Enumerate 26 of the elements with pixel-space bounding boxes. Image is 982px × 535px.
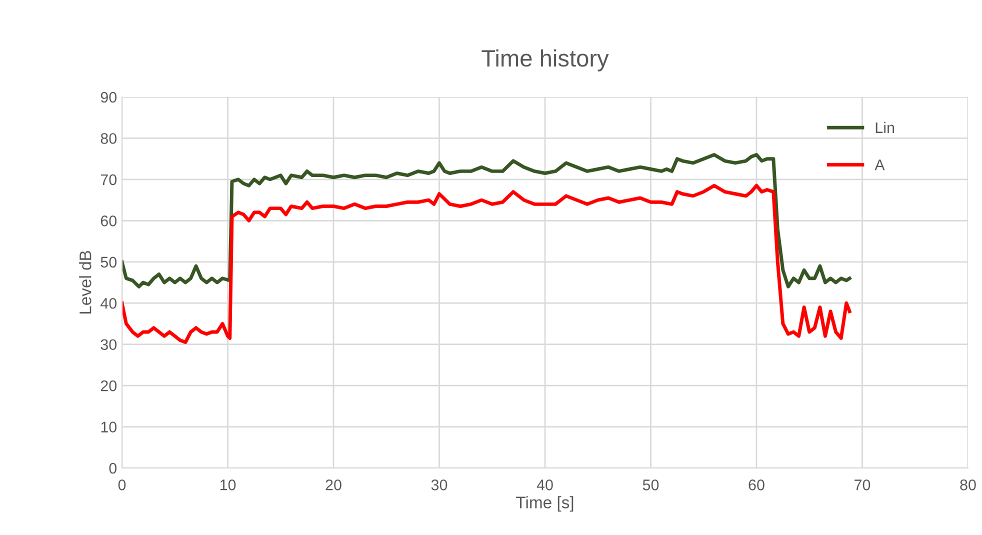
y-tick-label: 10: [101, 422, 117, 432]
line-series: [122, 152, 852, 288]
chart-title: Time history: [482, 49, 609, 72]
x-axis-title: Time [s]: [516, 496, 574, 512]
legend-label: Lin: [876, 122, 894, 133]
y-tick-label: 30: [100, 339, 117, 350]
y-axis-title: Level dB: [79, 250, 92, 314]
x-tick-label: 0: [118, 480, 126, 490]
y-tick-label: 50: [100, 256, 117, 268]
x-tick-label: 10: [220, 480, 236, 490]
y-tick-label: 70: [100, 174, 117, 186]
x-tick-label: 30: [431, 480, 448, 490]
y-tick-label: 80: [100, 133, 117, 144]
y-tick-label: 20: [100, 380, 117, 392]
y-tick-label: 90: [100, 92, 117, 103]
legend-label: A: [874, 160, 885, 170]
x-tick-label: 40: [536, 480, 553, 490]
x-tick-label: 60: [748, 480, 764, 490]
y-tick-label: 0: [109, 462, 117, 474]
x-tick-label: 70: [854, 480, 870, 490]
x-tick-label: 50: [642, 480, 659, 490]
x-tick-label: 20: [326, 480, 342, 490]
line-series: [122, 184, 852, 344]
y-tick-label: 40: [100, 298, 117, 309]
x-tick-label: 80: [960, 480, 976, 490]
y-tick-label: 60: [100, 216, 117, 226]
